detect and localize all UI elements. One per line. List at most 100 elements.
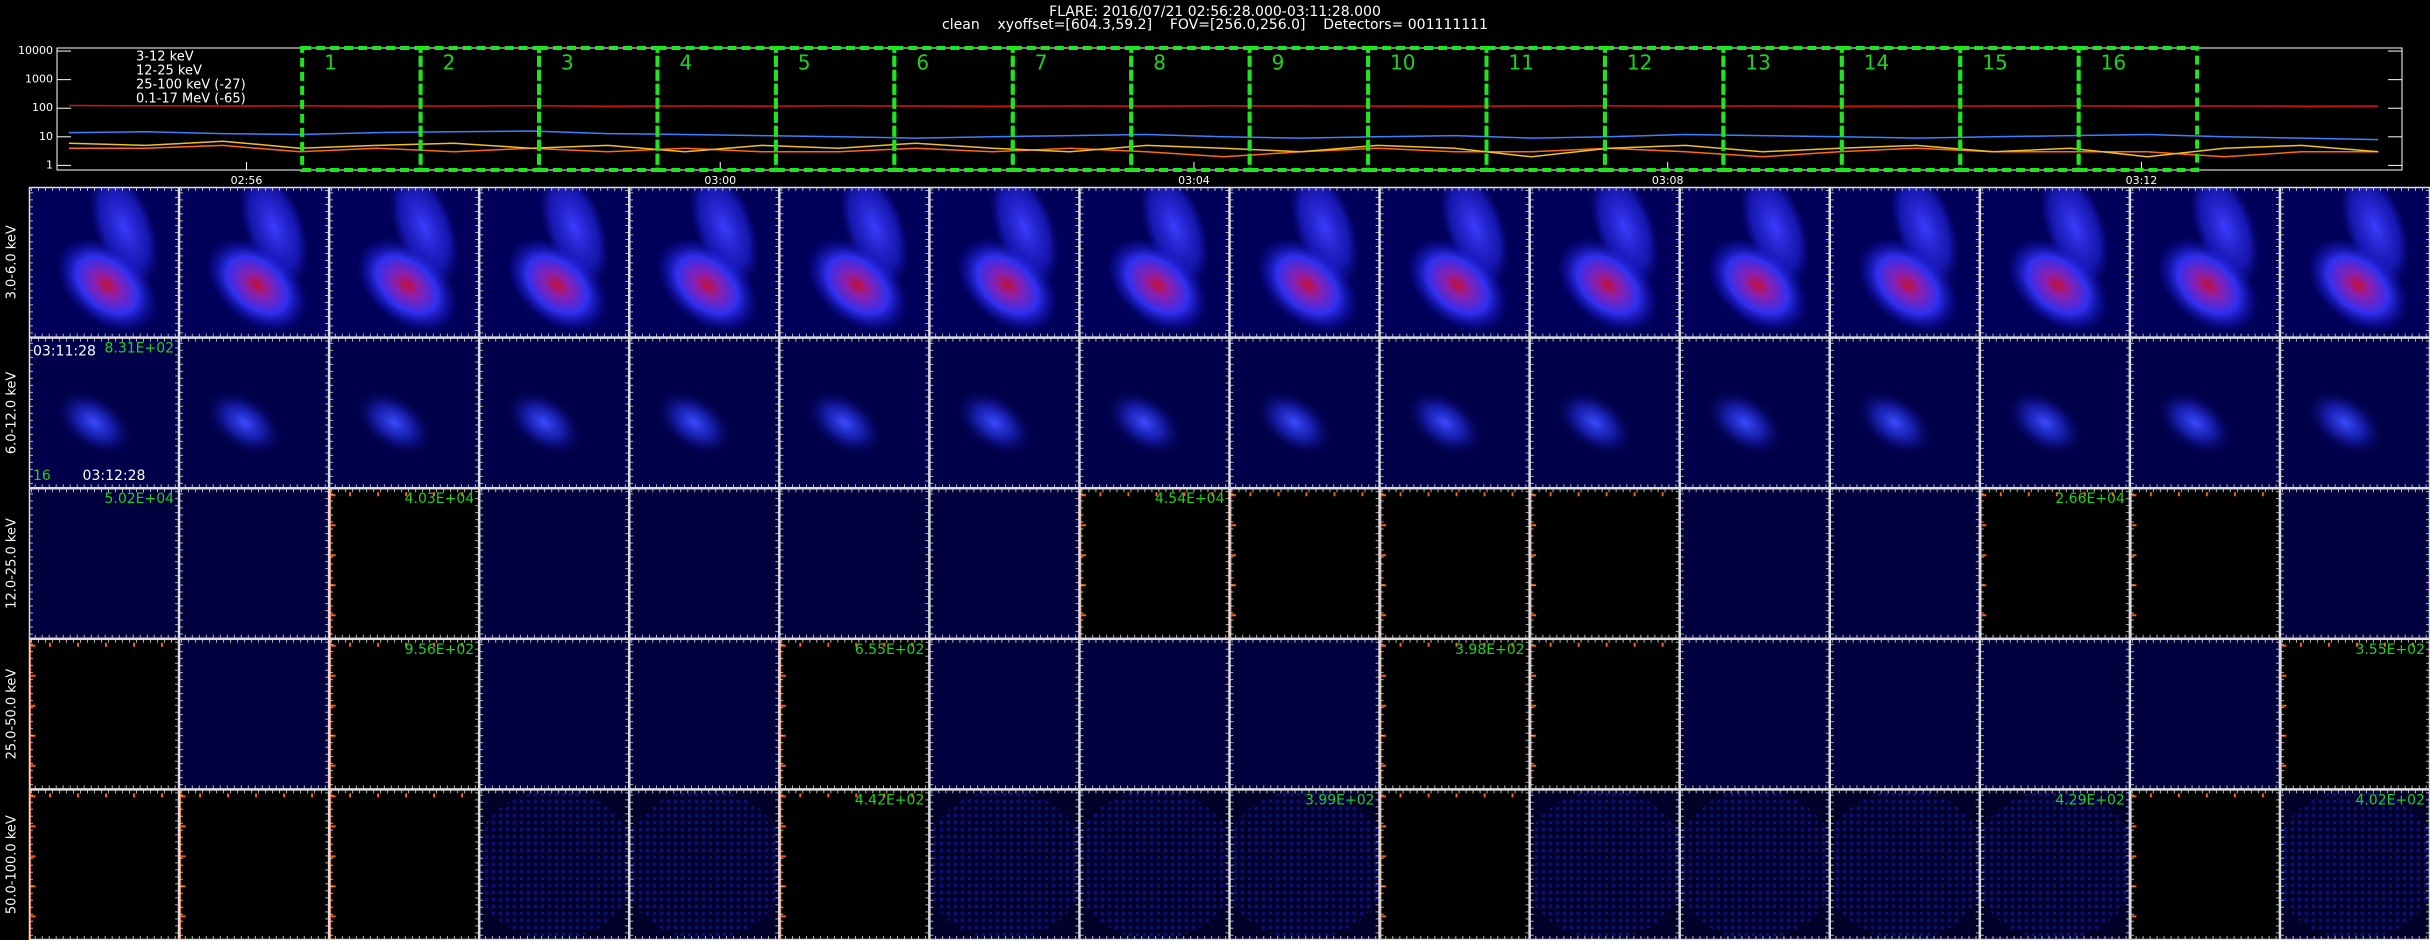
panel-bg [179,638,330,790]
panel-bg [1679,638,1830,790]
interval-label: 16 [2101,51,2126,75]
panel-border [478,638,630,790]
source-core [806,237,909,333]
panel-content [629,187,780,338]
panel-bg [779,789,930,940]
panel-content [1079,789,1230,940]
image-panel [1379,186,1530,338]
panel-content [1379,488,1530,639]
image-panel [478,487,630,640]
interval-box [1129,46,1252,172]
panel-content [779,187,930,338]
image-panel [1679,337,1830,489]
panel-content [1379,638,1530,790]
image-panel [2129,186,2281,338]
row-label: 25.0-50.0 keV [5,669,20,760]
panel-content [1079,187,1230,338]
panel-border [1529,638,1680,790]
panel-content [179,337,330,489]
panel-border [1379,337,1530,489]
panel-border [1079,487,1230,640]
interval-label: 8 [1153,51,1166,75]
panel-time-end: 03:12:28 [83,468,146,484]
panel-content [1829,789,1980,940]
panel-content [629,638,780,790]
panel-bg [479,638,630,790]
image-panel [1079,638,1230,790]
panel-border [629,186,780,338]
interval-box [418,46,542,172]
panel-border [1379,638,1530,790]
panel-border [178,487,330,640]
interval-label: 11 [1509,51,1534,75]
image-panel [929,638,1080,790]
panel-bg [2279,638,2430,790]
panel-border [929,638,1080,790]
image-panel [2279,638,2430,790]
panel-bg [1379,638,1530,790]
panel-bg [479,488,630,639]
interval-box [1958,46,2081,172]
panel-bg [1829,638,1980,790]
panel-bg [929,488,1080,639]
source-core [1256,237,1359,333]
image-panel [1979,186,2131,338]
panel-content [1979,789,2130,940]
panel-content [1679,638,1830,790]
noise-field [2279,789,2430,940]
source-core [1706,237,1809,333]
image-panel [2129,337,2281,489]
panel-peak: 6.55E+02 [855,642,925,658]
image-panel [28,337,180,489]
interval-label: 15 [1982,51,2007,75]
noise-field [1979,789,2130,940]
image-panel [1379,789,1530,940]
image-panel [1679,186,1830,338]
panel-border [1079,638,1230,790]
image-panel [929,789,1080,940]
source-core [356,237,458,333]
panel-content [29,789,180,940]
panel-content [329,488,480,639]
source-core [656,237,758,333]
interval-label: 13 [1745,51,1770,75]
panel-border [28,487,180,640]
image-panel [1679,638,1830,790]
image-panel [629,789,780,940]
interval-box [2076,46,2200,172]
interval-box [1247,46,1371,172]
faint-source [1557,390,1633,455]
image-panel [478,186,630,338]
panel-bg [779,488,930,639]
panel-border [1979,487,2131,640]
image-panel [779,186,930,338]
panel-border [478,186,630,338]
panel-border [1829,186,1981,338]
image-panel [328,337,480,489]
panel-content [479,789,630,940]
panel-bg [329,789,480,940]
y-tick-label: 10 [39,130,53,143]
faint-source [806,390,882,455]
image-panel [1829,789,1981,940]
panel-content [629,337,780,489]
image-panel [1079,186,1230,338]
interval-label: 3 [561,51,574,75]
panel-border [328,638,480,790]
image-panel [1379,487,1530,640]
noise-field [479,789,630,940]
panel-content [1529,187,1680,338]
panel-peak: 4.42E+02 [855,792,925,808]
source-core [2007,237,2109,333]
panel-bg [329,638,480,790]
panel-border [1829,638,1981,790]
panel-peak: 4.02E+02 [2355,792,2425,808]
light-curve [68,140,2379,158]
panel-border [328,337,480,489]
legend-entry: 0.1-17 MeV (-65) [136,92,246,107]
noise-field [1079,789,1230,940]
faint-source [2307,390,2383,455]
interval-label: 1 [324,51,337,75]
interval-box [1602,46,1726,172]
image-panel [1529,638,1680,790]
